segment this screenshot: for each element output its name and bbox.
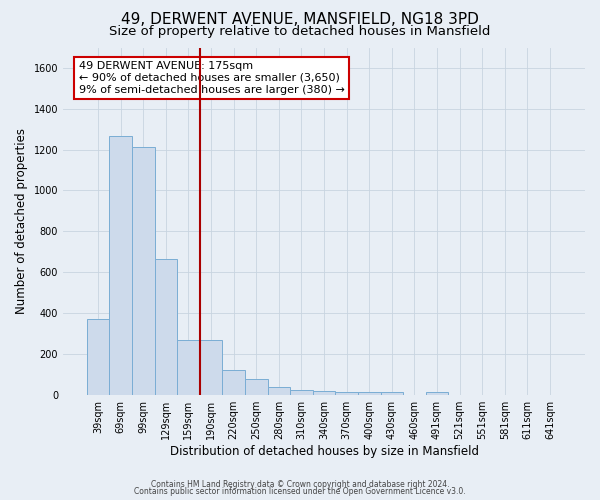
Text: Size of property relative to detached houses in Mansfield: Size of property relative to detached ho… [109,25,491,38]
Bar [290,390,313,394]
Text: Contains HM Land Registry data © Crown copyright and database right 2024.: Contains HM Land Registry data © Crown c… [151,480,449,489]
Bar [268,386,290,394]
Bar [155,259,177,394]
Bar [335,392,358,394]
Bar [380,392,403,394]
Bar [87,319,109,394]
Bar [313,390,335,394]
Bar [358,392,380,394]
Bar [109,136,132,394]
Text: 49, DERWENT AVENUE, MANSFIELD, NG18 3PD: 49, DERWENT AVENUE, MANSFIELD, NG18 3PD [121,12,479,28]
Bar [426,392,448,394]
Text: 49 DERWENT AVENUE: 175sqm
← 90% of detached houses are smaller (3,650)
9% of sem: 49 DERWENT AVENUE: 175sqm ← 90% of detac… [79,62,344,94]
Bar [177,340,200,394]
X-axis label: Distribution of detached houses by size in Mansfield: Distribution of detached houses by size … [170,444,479,458]
Text: Contains public sector information licensed under the Open Government Licence v3: Contains public sector information licen… [134,488,466,496]
Bar [200,340,223,394]
Y-axis label: Number of detached properties: Number of detached properties [15,128,28,314]
Bar [245,380,268,394]
Bar [223,370,245,394]
Bar [132,146,155,394]
